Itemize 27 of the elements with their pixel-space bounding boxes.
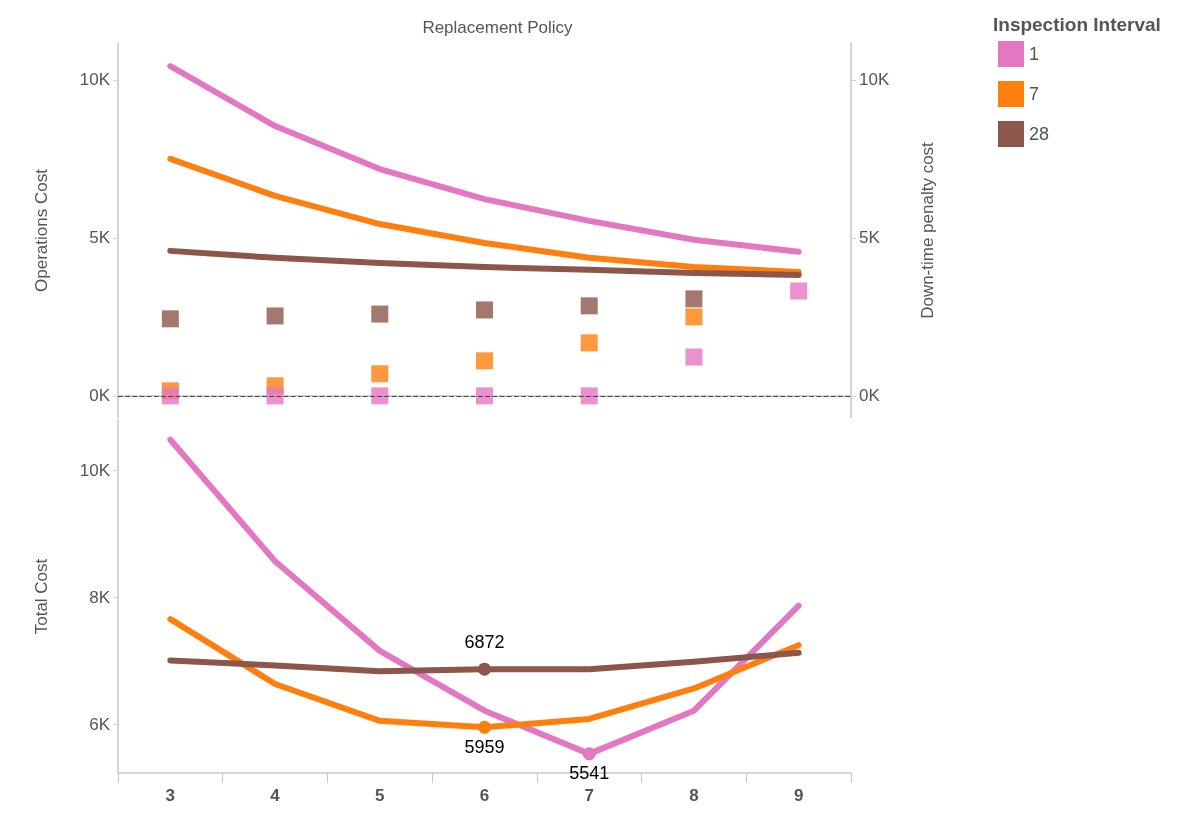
x-tick-label: 6 <box>479 786 490 805</box>
y-tick-label: 6K <box>89 715 111 735</box>
x-tick-label: 4 <box>270 786 281 805</box>
x-tick-label: 8 <box>689 786 699 805</box>
legend-label: 28 <box>1029 124 1050 144</box>
chart-title: Replacement Policy <box>422 18 574 37</box>
legend-label: 1 <box>1029 44 1040 64</box>
y2-axis-title: Down-time penalty cost <box>918 141 937 319</box>
y-tick-label: 10K <box>79 70 111 90</box>
data-label: 5541 <box>569 763 610 784</box>
legend-label: 7 <box>1029 84 1040 104</box>
y2-tick-label: 10K <box>859 70 890 90</box>
y-tick-label: 0K <box>89 386 111 406</box>
x-tick-label: 5 <box>375 786 385 805</box>
y2-tick-label: 5K <box>859 228 881 248</box>
data-label: 5959 <box>464 736 505 757</box>
y-tick-label: 10K <box>79 460 111 480</box>
y-axis-title: Total Cost <box>32 558 51 635</box>
y-axis-title: Operations Cost <box>32 168 51 292</box>
x-tick-label: 3 <box>165 786 176 805</box>
data-label: 6872 <box>464 631 505 652</box>
x-tick-label: 9 <box>793 786 804 805</box>
y-tick-label: 8K <box>89 587 111 607</box>
y2-tick-label: 0K <box>859 386 881 406</box>
legend-title: Inspection Interval <box>993 14 1161 35</box>
y-tick-label: 5K <box>89 228 111 248</box>
x-tick-label: 7 <box>584 786 594 805</box>
